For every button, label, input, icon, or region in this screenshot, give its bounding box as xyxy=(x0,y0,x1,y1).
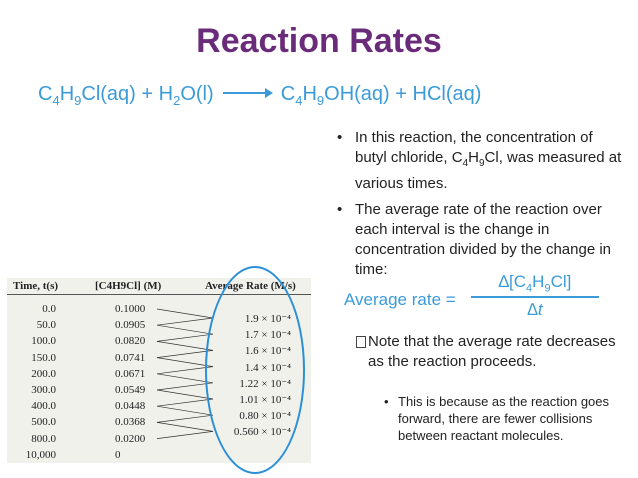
sub-note-list: This is because as the reaction goes for… xyxy=(384,393,624,444)
connector-line xyxy=(156,366,214,375)
concentration-cell: 0.0200 xyxy=(115,432,146,445)
connector-line xyxy=(156,350,214,358)
rate-column-highlight xyxy=(205,266,305,474)
connector-line xyxy=(156,333,214,342)
time-cell: 100.0 xyxy=(31,335,56,348)
fraction-denominator: ∆t xyxy=(527,300,543,320)
time-cell: 50.0 xyxy=(36,319,56,332)
connector-line xyxy=(156,324,214,335)
connector-line xyxy=(156,405,214,416)
connector-line xyxy=(156,431,214,439)
sub-note-item: This is because as the reaction goes for… xyxy=(384,393,624,444)
connector-line xyxy=(156,398,214,407)
connector-line xyxy=(156,317,214,326)
concentration-cell: 0.1000 xyxy=(115,303,146,315)
concentration-cell: 0.0820 xyxy=(115,335,146,348)
concentration-cell: 0.0671 xyxy=(115,367,146,380)
concentration-cell: 0.0368 xyxy=(115,416,146,429)
connector-line xyxy=(156,373,214,384)
concentration-cell: 0.0549 xyxy=(115,384,146,396)
slide-title: Reaction Rates xyxy=(196,22,442,60)
concentration-cell: 0.0741 xyxy=(115,351,146,364)
time-cell: 500.0 xyxy=(31,416,56,429)
reaction-arrow-icon xyxy=(223,87,274,98)
rate-fraction: ∆[C4H9Cl] ∆t xyxy=(471,272,599,320)
square-bullet-icon xyxy=(356,336,366,348)
connector-line xyxy=(156,422,214,432)
connector-line xyxy=(156,389,214,400)
time-cell: 400.0 xyxy=(31,400,56,413)
connector-lines xyxy=(156,308,214,439)
time-cell: 800.0 xyxy=(31,432,56,445)
time-cell: 0.0 xyxy=(42,303,56,315)
fraction-numerator: ∆[C4H9Cl] xyxy=(471,272,599,299)
average-rate-label: Average rate = xyxy=(344,290,456,309)
note-bullet: Note that the average rate decreases as … xyxy=(356,332,623,372)
connector-line xyxy=(156,382,214,391)
connector-line xyxy=(156,308,214,319)
reaction-equation: C4H9Cl(aq) + H2O(l) C4H9OH(aq) + HCl(aq) xyxy=(38,83,482,108)
time-cell: 150.0 xyxy=(31,351,56,364)
time-cell: 200.0 xyxy=(31,367,56,380)
concentration-cell: 0.0905 xyxy=(115,319,146,332)
concentration-cell: 0 xyxy=(115,448,121,461)
time-cell: 10,000 xyxy=(25,448,56,461)
connector-line xyxy=(156,357,214,367)
connector-line xyxy=(156,341,214,351)
bullet-average-rate: The average rate of the reaction over ea… xyxy=(335,200,625,280)
header-time: Time, t(s) xyxy=(13,280,59,292)
header-concentration: [C4H9Cl] (M) xyxy=(95,280,162,292)
bullet-list: In this reaction, the concentration of b… xyxy=(335,128,625,286)
bullet-concentration: In this reaction, the concentration of b… xyxy=(335,128,625,194)
connector-line xyxy=(156,414,214,423)
concentration-cell: 0.0448 xyxy=(115,400,146,413)
time-cell: 300.0 xyxy=(31,384,56,396)
